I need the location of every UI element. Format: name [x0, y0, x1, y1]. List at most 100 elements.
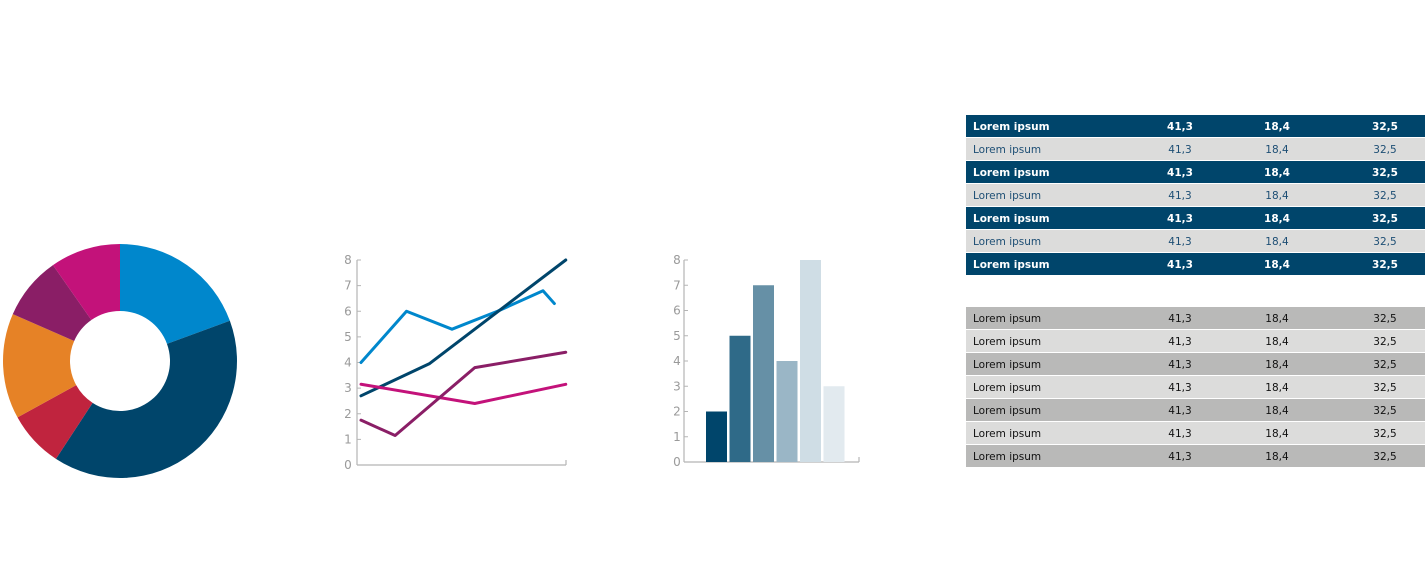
table-row-bg: [966, 330, 1425, 352]
table-cell: 41,3: [1168, 336, 1191, 348]
table-cell: 32,5: [1373, 144, 1396, 156]
table-row: Lorem ipsum 41,3 18,4 32,5: [966, 399, 1425, 421]
donut-chart: [2, 244, 238, 478]
donut-slice-5: [12, 265, 92, 341]
table-cell: 32,5: [1372, 259, 1398, 271]
table-cell: Lorem ipsum: [973, 382, 1041, 394]
table-row-bg: [966, 207, 1425, 229]
table-cell: 41,3: [1168, 144, 1191, 156]
table-cell: Lorem ipsum: [973, 359, 1041, 371]
bar-1: [706, 411, 727, 462]
table-row-bg: [966, 422, 1425, 444]
table-cell: 18,4: [1264, 167, 1290, 179]
table-cell: 18,4: [1265, 382, 1289, 394]
table-cell: Lorem ipsum: [973, 236, 1041, 248]
table-cell: 18,4: [1264, 259, 1290, 271]
y-tick-label: 7: [344, 279, 352, 293]
table-cell: 32,5: [1373, 236, 1396, 248]
table-cell: 32,5: [1372, 167, 1398, 179]
y-tick-label: 7: [673, 278, 681, 292]
table-cell: 32,5: [1373, 336, 1396, 348]
table-row-bg: [966, 353, 1425, 375]
y-tick-label: 6: [344, 304, 352, 318]
table-row: Lorem ipsum 41,3 18,4 32,5: [966, 161, 1425, 183]
y-tick-label: 4: [673, 354, 681, 368]
table-cell: Lorem ipsum: [973, 213, 1050, 225]
table-row: Lorem ipsum 41,3 18,4 32,5: [966, 184, 1425, 206]
table-cell: 18,4: [1264, 121, 1290, 133]
table-cell: 41,3: [1167, 121, 1193, 133]
y-tick-label: 5: [673, 329, 681, 343]
table-row-bg: [966, 445, 1425, 467]
table-cell: 32,5: [1373, 190, 1396, 202]
table-cell: 41,3: [1168, 313, 1191, 325]
donut-slice-4: [2, 314, 77, 418]
table-cell: 41,3: [1167, 259, 1193, 271]
table-cell: 32,5: [1373, 405, 1396, 417]
table-cell: 41,3: [1168, 451, 1191, 463]
table-cell: 32,5: [1372, 213, 1398, 225]
line-series-2: [359, 258, 568, 398]
table-cell: 32,5: [1373, 451, 1396, 463]
table-cell: 18,4: [1264, 213, 1290, 225]
table-row-bg: [966, 307, 1425, 329]
table-cell: Lorem ipsum: [973, 428, 1041, 440]
y-tick-label: 5: [344, 330, 352, 344]
table-dark: Lorem ipsum 41,3 18,4 32,5 Lorem ipsum 41,3 18…: [966, 115, 1425, 275]
bar-6: [823, 386, 845, 462]
table-row: Lorem ipsum 41,3 18,4 32,5: [966, 230, 1425, 252]
table-cell: 32,5: [1373, 428, 1396, 440]
table-cell: Lorem ipsum: [973, 121, 1050, 133]
y-tick-label: 8: [344, 253, 352, 267]
line-series-1: [359, 289, 556, 364]
table-cell: Lorem ipsum: [973, 190, 1041, 202]
table-row-bg: [966, 184, 1425, 206]
table-cell: 18,4: [1265, 405, 1289, 417]
table-cell: 41,3: [1168, 359, 1191, 371]
table-cell: 41,3: [1168, 190, 1191, 202]
table-row-bg: [966, 376, 1425, 398]
table-row: Lorem ipsum 41,3 18,4 32,5: [966, 207, 1425, 229]
bar-3: [753, 285, 774, 462]
table-row: Lorem ipsum 41,3 18,4 32,5: [966, 422, 1425, 444]
table-cell: 41,3: [1168, 405, 1191, 417]
donut-slice-6: [52, 244, 121, 321]
table-cell: Lorem ipsum: [973, 451, 1041, 463]
table-row: Lorem ipsum 41,3 18,4 32,5: [966, 353, 1425, 375]
table-row: Lorem ipsum 41,3 18,4 32,5: [966, 376, 1425, 398]
table-cell: 32,5: [1373, 313, 1396, 325]
table-cell: 41,3: [1167, 167, 1193, 179]
table-cell: 41,3: [1168, 428, 1191, 440]
bar-5: [800, 260, 821, 462]
table-cell: 18,4: [1265, 359, 1289, 371]
table-row-bg: [966, 115, 1425, 137]
donut-slice-2: [55, 320, 238, 478]
table-cell: 41,3: [1167, 213, 1193, 225]
table-row: Lorem ipsum 41,3 18,4 32,5: [966, 307, 1425, 329]
y-tick-label: 1: [344, 432, 352, 446]
table-cell: 32,5: [1372, 121, 1398, 133]
table-cell: Lorem ipsum: [973, 336, 1041, 348]
table-row-bg: [966, 253, 1425, 275]
y-tick-label: 6: [673, 304, 681, 318]
table-cell: 18,4: [1265, 428, 1289, 440]
table-row: Lorem ipsum 41,3 18,4 32,5: [966, 115, 1425, 137]
table-row-bg: [966, 161, 1425, 183]
y-tick-label: 0: [673, 455, 681, 469]
table-cell: 18,4: [1265, 190, 1289, 202]
table-cell: Lorem ipsum: [973, 313, 1041, 325]
y-tick-label: 2: [673, 405, 681, 419]
table-cell: Lorem ipsum: [973, 405, 1041, 417]
table-cell: 32,5: [1373, 359, 1396, 371]
table-grey: Lorem ipsum 41,3 18,4 32,5 Lorem ipsum 41,3 18…: [966, 307, 1425, 467]
y-tick-label: 1: [673, 430, 681, 444]
line-series-4: [359, 350, 568, 438]
table-cell: 41,3: [1168, 382, 1191, 394]
table-row: Lorem ipsum 41,3 18,4 32,5: [966, 253, 1425, 275]
table-cell: 18,4: [1265, 144, 1289, 156]
bar-chart: 0 1 2 3 4 5 6 7 8: [673, 253, 860, 469]
bar-4: [776, 361, 798, 462]
donut-slice-1: [120, 244, 230, 344]
table-cell: Lorem ipsum: [973, 259, 1050, 271]
table-cell: Lorem ipsum: [973, 144, 1041, 156]
